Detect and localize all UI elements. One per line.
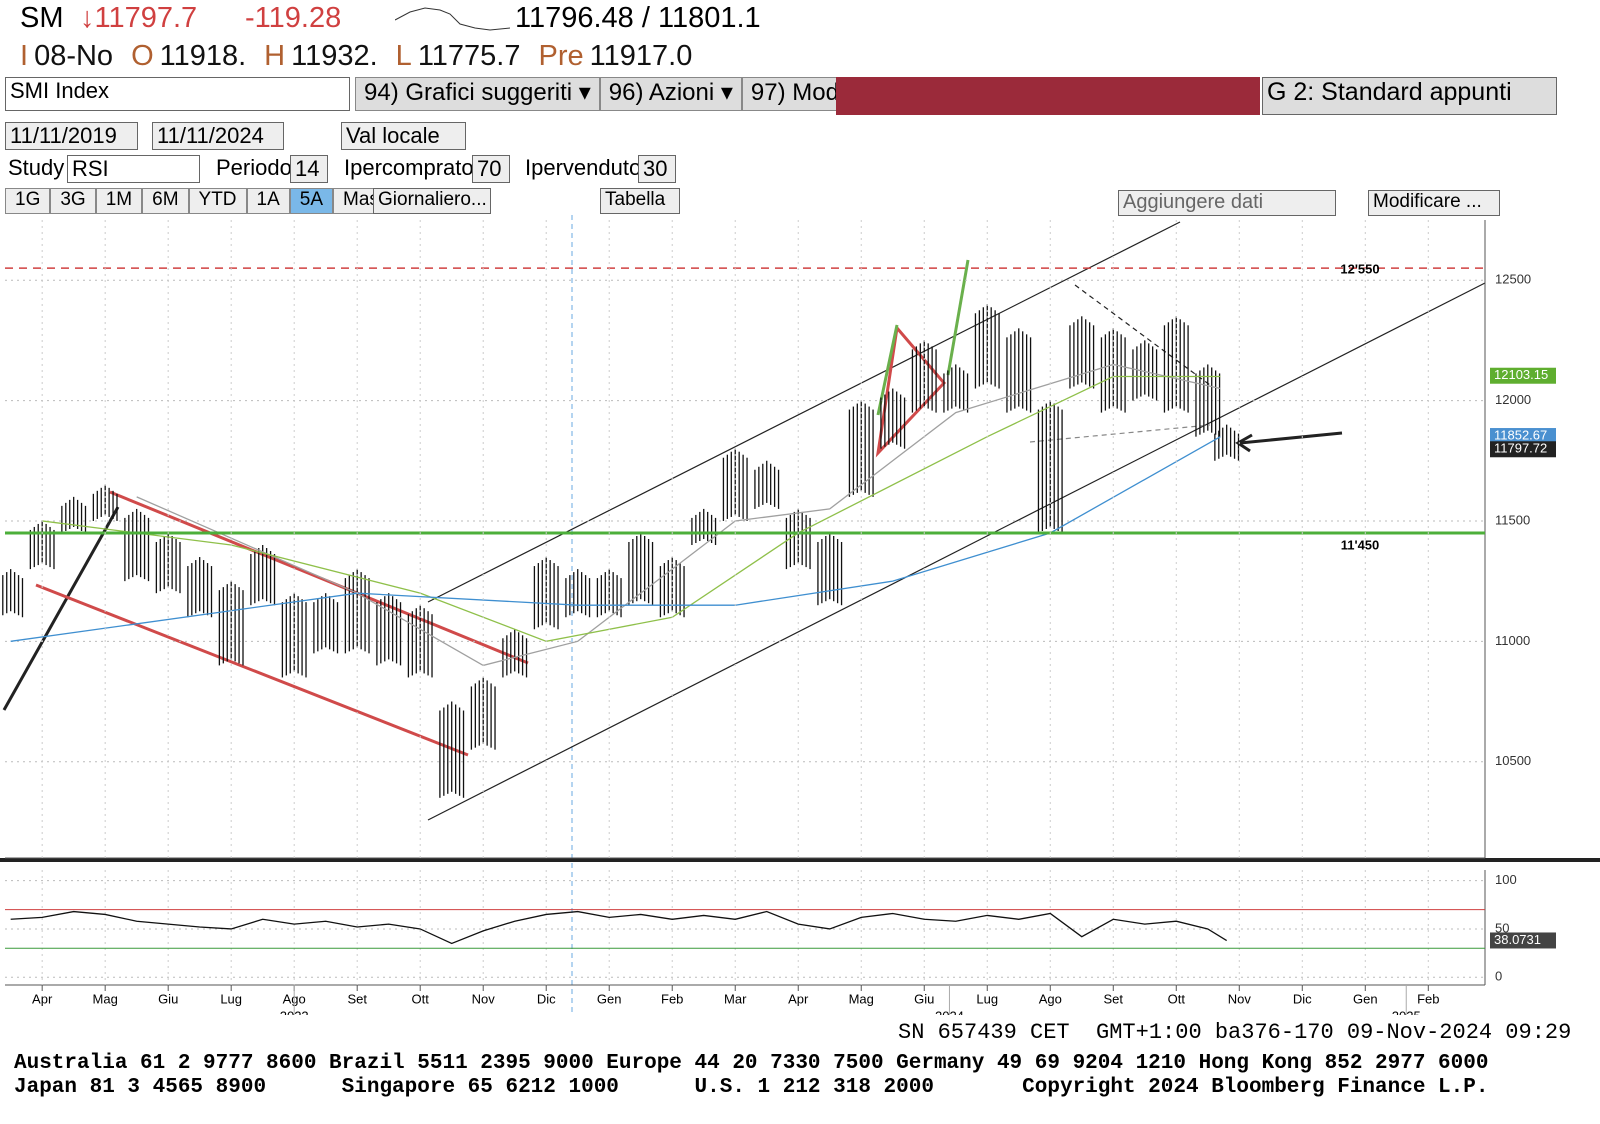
x-tick-label: Mag	[849, 991, 874, 1006]
value-tag	[1490, 441, 1556, 458]
range-button[interactable]: 1A	[246, 188, 290, 214]
change: -119.28	[245, 2, 342, 34]
oversold[interactable]: 30	[638, 155, 676, 183]
level-label: 12'550	[1340, 262, 1379, 277]
value-tag-label: 11852.67	[1494, 427, 1547, 442]
quote-row: I 08-No O 11918. H 11932. L 11775.7 Pre 11917.0	[20, 40, 710, 73]
oversold-label: Ipervenduto	[525, 155, 642, 180]
add-data[interactable]: Aggiungere dati	[1118, 190, 1336, 216]
quote-field: I	[20, 40, 29, 72]
range-buttons: 1G 3G 1M 6M YTD 1A 5A Mass	[5, 188, 399, 214]
period[interactable]: 14	[290, 155, 328, 183]
quote-field: O	[131, 40, 154, 72]
contacts: Japan 81 3 4565 8900 Singapore 65 6212 1…	[14, 1076, 1489, 1099]
value-tag	[1490, 367, 1556, 384]
level-label: 11'450	[1341, 537, 1380, 552]
table[interactable]: Tabella	[600, 188, 680, 214]
title-bar	[836, 77, 1260, 115]
y-tick-label: 11500	[1495, 512, 1530, 527]
overbought-label: Ipercomprato	[344, 155, 474, 180]
range-button[interactable]: 3G	[50, 188, 96, 214]
edit[interactable]: Modificare ...	[1368, 190, 1500, 216]
x-tick-label: Feb	[661, 991, 683, 1006]
x-tick-label: Ott	[1168, 991, 1186, 1006]
period-label: Periodo	[216, 155, 292, 180]
security[interactable]: SMI Index	[5, 77, 350, 111]
quote-field: 11932.	[291, 40, 378, 72]
x-tick-label: Giu	[914, 991, 934, 1006]
x-tick-label: Apr	[788, 991, 809, 1006]
toolbar: 94) Grafici suggeriti ▾ 96) Azioni ▾ 97) M…	[355, 77, 879, 111]
value-tag-label: 12103.15	[1494, 367, 1548, 382]
quote-field: 11918.	[159, 40, 247, 72]
last: ↓11797.7	[80, 2, 198, 34]
quote-field: Pre	[538, 40, 584, 72]
sparkline	[395, 7, 510, 31]
currency[interactable]: Val locale	[341, 122, 466, 150]
range-button[interactable]: 5A	[289, 188, 334, 214]
green-lines	[876, 259, 970, 416]
y-tick-label: 12000	[1495, 392, 1531, 407]
contacts: Australia 61 2 9777 8600 Brazil 5511 239…	[14, 1052, 1489, 1075]
menu-item[interactable]: 94) Grafici suggeriti ▾	[355, 77, 600, 111]
x-tick-label: Mag	[93, 991, 118, 1006]
x-tick-label: Lug	[976, 991, 998, 1006]
y-tick-label: 100	[1495, 872, 1517, 887]
x-tick-label: Nov	[472, 991, 496, 1006]
value-tag	[1490, 428, 1556, 445]
value-tag	[1490, 932, 1556, 949]
rsi-line	[10, 910, 1228, 945]
year-label: 2025	[1392, 1008, 1421, 1015]
x-tick-label: Ago	[1039, 991, 1062, 1006]
start-date[interactable]: 11/11/2019	[5, 122, 138, 150]
year-label: 2024	[935, 1008, 964, 1015]
layout[interactable]: G 2: Standard appunti	[1262, 77, 1557, 115]
x-tick-label: Set	[347, 991, 367, 1006]
year-label: 2023	[280, 1008, 309, 1015]
x-tick-label: Mar	[724, 991, 747, 1006]
end-date[interactable]: 11/11/2024	[152, 122, 284, 150]
bid-ask: 11796.48 / 11801.1	[515, 2, 761, 34]
x-tick-label: Gen	[597, 991, 622, 1006]
x-tick-label: Dic	[537, 991, 556, 1006]
x-tick-label: Nov	[1228, 991, 1252, 1006]
range-button[interactable]: 1G	[5, 188, 51, 214]
quote-field: 11775.7	[417, 40, 521, 72]
quote-field: L	[395, 40, 412, 72]
overbought[interactable]: 70	[472, 155, 510, 183]
menu-item[interactable]: 96) Azioni ▾	[599, 77, 742, 111]
quote-field: H	[264, 40, 286, 72]
x-tick-label: Feb	[1417, 991, 1439, 1006]
x-tick-label: Lug	[220, 991, 242, 1006]
quote-field: 08-No	[34, 40, 114, 72]
y-tick-label: 0	[1495, 969, 1502, 984]
x-tick-label: Apr	[32, 991, 53, 1006]
study-label: Study	[8, 155, 65, 180]
x-tick-label: Dic	[1293, 991, 1312, 1006]
x-tick-label: Gen	[1353, 991, 1378, 1006]
status: SN 657439 CET GMT+1:00 ba376-170 09-Nov-…	[898, 1020, 1572, 1045]
x-tick-label: Ott	[412, 991, 430, 1006]
range-button[interactable]: 6M	[142, 188, 189, 214]
study[interactable]: RSI	[67, 155, 200, 183]
y-tick-label: 11000	[1495, 633, 1530, 648]
y-tick-label: 10500	[1495, 753, 1531, 768]
frequency[interactable]: Giornaliero...	[373, 188, 491, 214]
quote-field: 11917.0	[589, 40, 693, 72]
y-tick-label: 12500	[1495, 272, 1531, 287]
y-tick-label: 50	[1495, 920, 1509, 935]
range-button[interactable]: 1M	[95, 188, 143, 214]
x-tick-label: Set	[1104, 991, 1124, 1006]
x-tick-label: Giu	[158, 991, 178, 1006]
range-button[interactable]: YTD	[188, 188, 247, 214]
ticker: SM	[20, 2, 64, 34]
chart: 10500 11000 11500 12000 12500 12'550 11'450 121…	[0, 215, 1600, 1015]
value-tag-label: 11797.72	[1494, 441, 1547, 456]
value-tag-label: 38.0731	[1494, 932, 1541, 947]
